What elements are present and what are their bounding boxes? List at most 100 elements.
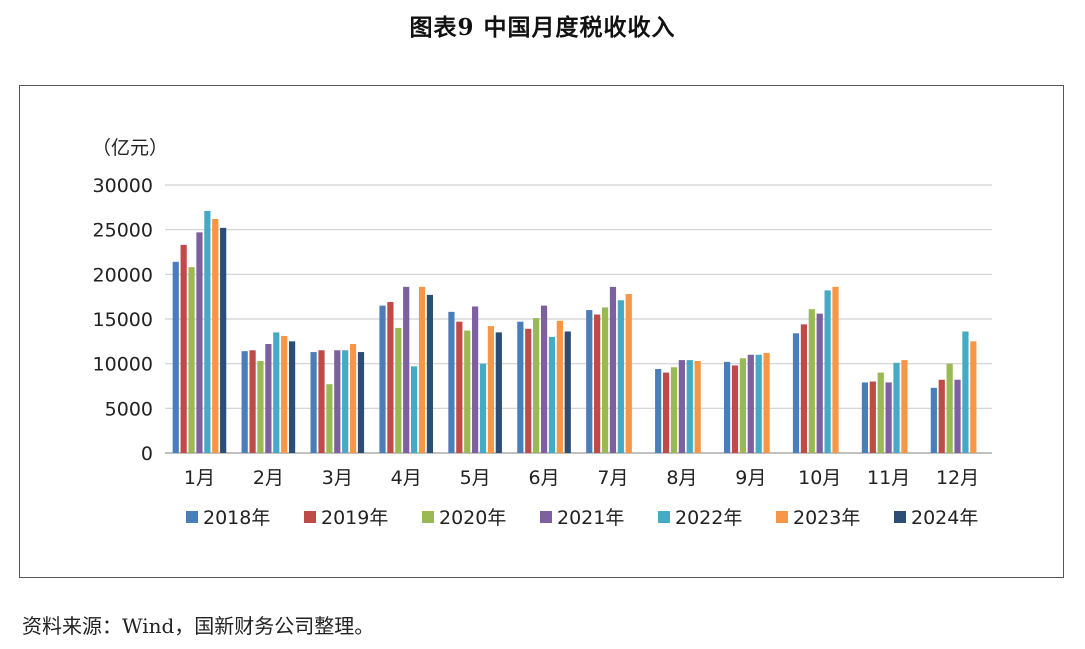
bar — [617, 300, 624, 453]
bar — [448, 311, 455, 453]
legend-label: 2023年 — [793, 507, 860, 529]
bar — [241, 351, 248, 453]
bar — [342, 350, 349, 453]
bar — [418, 286, 426, 453]
legend-label: 2021年 — [557, 507, 624, 529]
bar — [970, 341, 977, 453]
x-tick-label: 7月 — [597, 467, 628, 489]
x-tick-label: 3月 — [322, 467, 353, 489]
bar — [938, 379, 945, 453]
bar — [257, 360, 264, 453]
bars — [172, 210, 977, 453]
bar — [357, 352, 365, 453]
legend-swatch — [776, 511, 788, 523]
bar — [739, 358, 746, 453]
bar — [655, 369, 662, 453]
axes: （亿元） 0 5000 10000 15000 20000 25000 30000 1月 2月 3月… — [92, 137, 979, 489]
bar — [586, 310, 593, 453]
bar — [395, 327, 402, 453]
bar — [196, 232, 203, 453]
bar — [273, 332, 280, 453]
bar — [495, 332, 502, 453]
bar — [426, 294, 434, 453]
bar — [594, 314, 601, 453]
legend-swatch — [186, 511, 198, 523]
legend-swatch — [894, 511, 906, 523]
bar — [763, 352, 770, 453]
bar — [281, 335, 288, 453]
bar — [472, 306, 479, 453]
y-tick-label: 5000 — [105, 398, 153, 420]
bar — [220, 227, 227, 453]
y-tick-label: 25000 — [93, 220, 153, 242]
legend-label: 2022年 — [675, 507, 742, 529]
legend: 2018年 2019年 2020年 2021年 2022年 2023年 2024年 — [186, 507, 978, 529]
bar — [670, 367, 678, 453]
bar — [808, 309, 815, 453]
y-unit-label: （亿元） — [92, 137, 168, 159]
y-tick-label: 15000 — [93, 309, 153, 331]
bar — [326, 384, 333, 453]
bar — [686, 360, 693, 453]
bar — [487, 326, 495, 453]
bar — [731, 365, 739, 453]
bar — [379, 305, 386, 453]
legend-label: 2018年 — [203, 507, 270, 529]
bar — [411, 366, 418, 453]
bar — [310, 352, 317, 453]
source-note: 资料来源：Wind，国新财务公司整理。 — [22, 614, 375, 638]
bar — [861, 382, 869, 453]
bar — [954, 379, 961, 453]
bar — [901, 360, 908, 453]
bar — [180, 244, 187, 453]
x-tick-label: 2月 — [253, 467, 284, 489]
bar — [456, 321, 463, 453]
bar — [556, 320, 563, 453]
bar — [249, 350, 256, 453]
x-tick-label: 5月 — [460, 467, 491, 489]
y-tick-label: 20000 — [93, 264, 153, 286]
x-tick-label: 4月 — [391, 467, 422, 489]
legend-swatch — [658, 511, 670, 523]
legend-swatch — [540, 511, 552, 523]
x-tick-label: 8月 — [666, 467, 697, 489]
bar — [946, 363, 953, 453]
bar — [525, 328, 532, 453]
bar — [869, 381, 876, 453]
y-tick-label: 0 — [141, 443, 153, 465]
bar — [800, 324, 808, 453]
chart-frame — [19, 85, 1064, 578]
bar — [318, 350, 325, 453]
bar — [517, 321, 524, 453]
legend-label: 2020年 — [439, 507, 506, 529]
x-tick-label: 6月 — [528, 467, 559, 489]
bar — [479, 363, 487, 453]
bar — [609, 286, 617, 453]
bar — [540, 305, 548, 453]
legend-swatch — [422, 511, 434, 523]
bar — [893, 362, 900, 453]
x-tick-label: 9月 — [735, 467, 766, 489]
bar — [533, 318, 540, 453]
bar — [625, 293, 632, 453]
bar — [930, 387, 937, 453]
bar — [824, 290, 831, 453]
bar — [334, 350, 341, 453]
bar — [747, 354, 754, 453]
bar — [204, 210, 211, 453]
bar — [962, 331, 969, 453]
legend-swatch — [304, 511, 316, 523]
bar — [885, 382, 892, 453]
bar — [678, 360, 685, 453]
bar — [349, 344, 357, 453]
x-tick-label: 10月 — [798, 467, 841, 489]
x-tick-label: 1月 — [184, 467, 215, 489]
bar — [188, 267, 195, 453]
bar — [564, 331, 571, 453]
bar — [464, 330, 471, 453]
bar — [548, 336, 556, 453]
figure-title: 图表9 中国月度税收收入 — [409, 14, 676, 41]
bar — [288, 341, 296, 453]
legend-label: 2019年 — [321, 507, 388, 529]
